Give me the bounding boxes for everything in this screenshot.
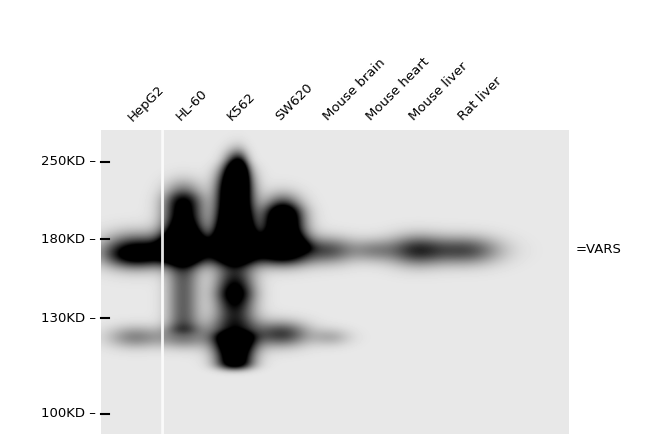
- Text: 180KD –: 180KD –: [41, 232, 96, 245]
- Text: HepG2: HepG2: [125, 82, 166, 123]
- Text: Mouse liver: Mouse liver: [406, 60, 470, 123]
- Text: 130KD –: 130KD –: [41, 312, 96, 325]
- Text: Mouse brain: Mouse brain: [321, 57, 388, 123]
- Text: SW620: SW620: [273, 81, 315, 123]
- Text: K562: K562: [225, 90, 258, 123]
- Text: Mouse heart: Mouse heart: [364, 56, 432, 123]
- Text: =VARS: =VARS: [576, 243, 621, 256]
- Text: Rat liver: Rat liver: [456, 75, 504, 123]
- Text: 250KD –: 250KD –: [41, 155, 96, 168]
- Text: 100KD –: 100KD –: [41, 407, 96, 420]
- Text: HL-60: HL-60: [174, 87, 210, 123]
